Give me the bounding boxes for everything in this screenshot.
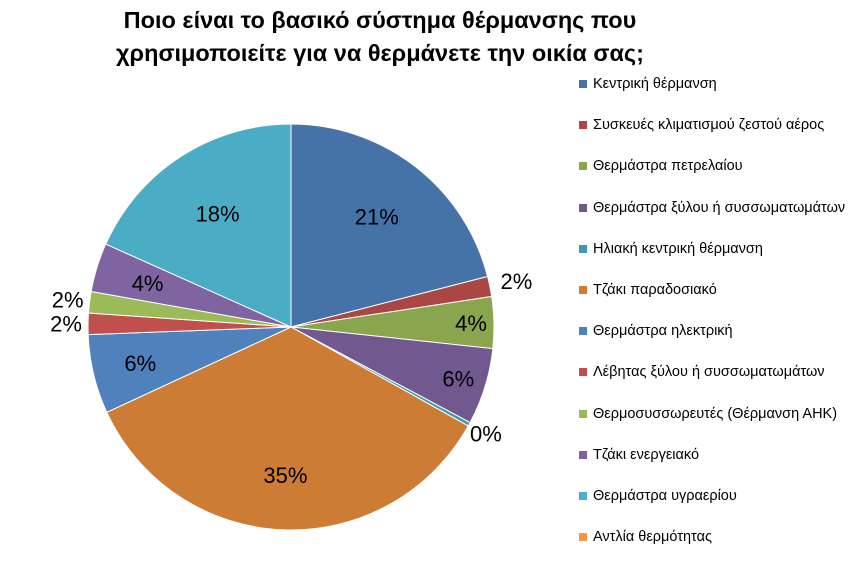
slice-data-label: 2%: [501, 269, 533, 294]
pie-slice: [290, 123, 489, 328]
pie-chart: 21%2%4%6%0%35%6%2%2%4%18%: [50, 123, 532, 531]
pie-slice: [106, 326, 469, 531]
legend: Κεντρική θέρμανση Συσκευές κλιματισμού ζε…: [579, 74, 861, 554]
legend-label: Λέβητας ξύλου ή συσσωματωμάτων: [593, 364, 825, 381]
legend-swatch: [579, 327, 587, 336]
legend-swatch: [579, 203, 587, 212]
pie-slices: [87, 123, 495, 531]
legend-label: Θερμάστρα υγραερίου: [593, 488, 737, 504]
data-labels: 21%2%4%6%0%35%6%2%2%4%18%: [50, 202, 532, 488]
legend-swatch: [579, 162, 587, 171]
slice-data-label: 2%: [50, 312, 82, 337]
chart-title: Ποιο είναι το βασικό σύστημα θέρμανσης π…: [116, 7, 644, 66]
legend-swatch: [579, 533, 587, 542]
legend-swatch: [579, 368, 587, 377]
slice-data-label: 2%: [52, 288, 84, 313]
slice-data-label: 4%: [455, 311, 487, 336]
legend-label: Συσκευές κλιματισμού ζεστού αέρος: [593, 117, 825, 134]
legend-label: Θερμάστρα ξύλου ή συσσωματωμάτων: [593, 199, 846, 216]
legend-label: Τζάκι παραδοσιακό: [593, 282, 717, 298]
legend-label: Θερμάστρα πετρελαίου: [593, 158, 743, 175]
legend-swatch: [579, 450, 587, 459]
legend-label: Θερμάστρα ηλεκτρική: [593, 323, 733, 340]
slice-data-label: 35%: [263, 463, 307, 488]
legend-label: Αντλία θερμότητας: [593, 529, 712, 546]
slice-data-label: 18%: [196, 202, 240, 227]
slice-data-label: 6%: [124, 351, 156, 376]
legend-swatch: [579, 244, 587, 253]
legend-label: Κεντρική θέρμανση: [593, 76, 717, 92]
legend-swatch: [579, 121, 587, 130]
legend-label: Τζάκι ενεργειακό: [593, 446, 700, 463]
slice-data-label: 0%: [470, 421, 502, 446]
slice-data-label: 4%: [132, 271, 164, 296]
legend-swatch: [579, 286, 587, 294]
slice-data-label: 6%: [442, 367, 474, 392]
legend-label: Ηλιακή κεντρική θέρμανση: [593, 240, 763, 257]
legend-swatch: [579, 80, 587, 88]
legend-swatch: [579, 492, 587, 500]
legend-swatch: [579, 409, 587, 418]
pie-slice: [105, 123, 292, 328]
slice-data-label: 21%: [355, 204, 399, 229]
legend-label: Θερμοσυσσωρευτές (Θέρμανση ΑΗΚ): [593, 405, 838, 422]
